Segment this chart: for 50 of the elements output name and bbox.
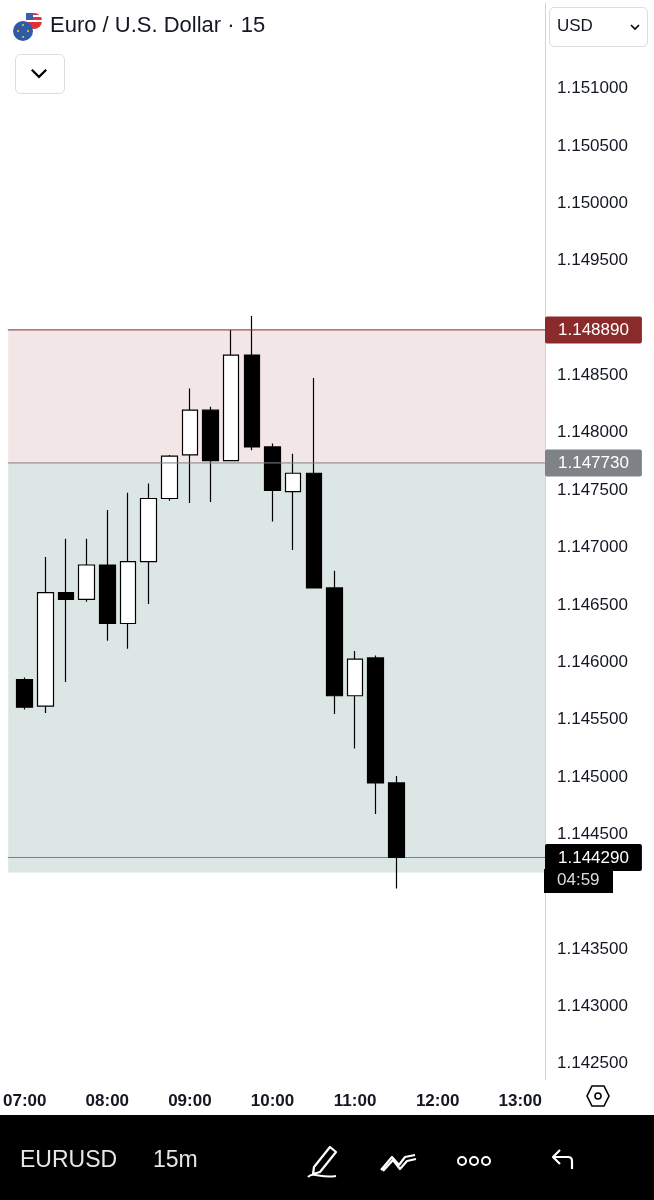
candlestick bbox=[263, 442, 282, 523]
y-tick-label: 1.150500 bbox=[557, 135, 628, 155]
candlestick bbox=[222, 329, 240, 462]
y-tick-label: 1.146500 bbox=[557, 594, 628, 614]
x-tick-label: 13:00 bbox=[498, 1091, 542, 1110]
x-tick-label: 07:00 bbox=[3, 1091, 47, 1110]
ref-line-label: 1.148890 bbox=[558, 320, 629, 340]
y-tick-label: 1.145000 bbox=[557, 766, 628, 786]
y-tick-label: 1.142500 bbox=[557, 1053, 628, 1073]
chart-title: Euro / U.S. Dollar · 15 bbox=[50, 12, 266, 38]
candlestick bbox=[57, 538, 75, 683]
candlestick bbox=[284, 453, 302, 551]
candlestick bbox=[366, 655, 385, 815]
ref-line-label: 1.147730 bbox=[558, 453, 629, 473]
y-tick-label: 1.143500 bbox=[557, 938, 628, 958]
candlestick bbox=[119, 492, 137, 650]
y-tick-label: 1.144500 bbox=[557, 823, 628, 843]
y-tick-label: 1.143000 bbox=[557, 995, 628, 1015]
candlestick bbox=[160, 454, 179, 502]
x-tick-label: 12:00 bbox=[415, 1091, 460, 1110]
y-tick-label: 1.145500 bbox=[557, 709, 628, 729]
candlestick bbox=[387, 775, 406, 890]
candlestick bbox=[243, 315, 261, 451]
x-tick-label: 09:00 bbox=[168, 1091, 212, 1110]
text: 15m bbox=[153, 1146, 198, 1173]
text: EURUSD bbox=[20, 1146, 118, 1173]
candlestick bbox=[139, 482, 158, 605]
candlestick bbox=[36, 556, 55, 714]
candlestick bbox=[181, 387, 199, 504]
candlestick bbox=[77, 538, 96, 603]
y-tick-label: 1.148500 bbox=[557, 365, 628, 385]
y-tick-label: 1.148000 bbox=[557, 422, 628, 442]
candlestick bbox=[201, 406, 220, 503]
y-tick-label: 1.147500 bbox=[557, 479, 628, 499]
candlestick bbox=[15, 676, 34, 711]
ref-line-label: 1.144290 bbox=[558, 847, 629, 867]
text: 04:59 bbox=[544, 869, 613, 893]
y-tick-label: 1.150000 bbox=[557, 193, 628, 213]
x-tick-label: 10:00 bbox=[250, 1091, 295, 1110]
y-tick-label: 1.146000 bbox=[557, 651, 628, 671]
candlestick bbox=[305, 377, 323, 589]
candlestick bbox=[98, 509, 117, 642]
x-tick-label: 11:00 bbox=[333, 1091, 377, 1110]
y-tick-label: 1.149500 bbox=[557, 250, 628, 270]
candlestick bbox=[325, 570, 344, 715]
y-tick-label: 1.147000 bbox=[557, 537, 628, 557]
x-tick-label: 08:00 bbox=[85, 1091, 130, 1110]
candlestick bbox=[346, 650, 364, 750]
y-tick-label: 1.151000 bbox=[557, 78, 628, 98]
text: USD bbox=[557, 16, 593, 36]
